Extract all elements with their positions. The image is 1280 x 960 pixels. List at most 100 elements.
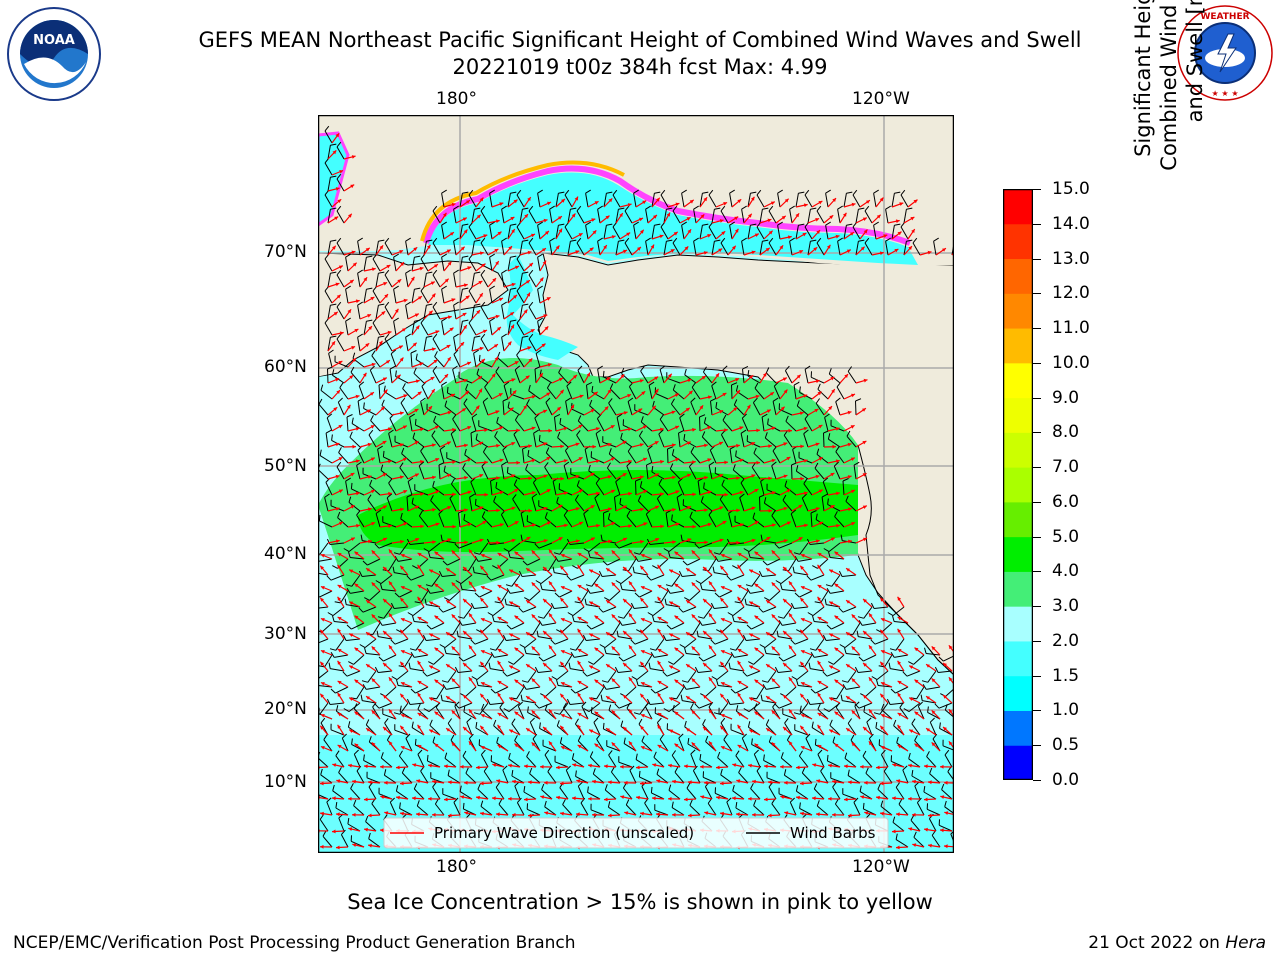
wind-barb [543,606,553,619]
wave-arrow-head [388,645,393,650]
wave-arrow-head [447,410,452,415]
wind-barb [572,606,585,616]
wind-barb-flag [924,647,927,654]
wind-barb [375,241,379,256]
wave-arrow-head [480,661,484,666]
wind-barb-flag [803,429,809,435]
wind-barb-flag [588,551,591,558]
wind-barb [586,670,601,677]
wind-barb-flag [528,384,531,391]
wave-arrow-head [543,567,547,571]
wind-barb-flag [524,597,530,601]
wind-barb [816,242,825,256]
wind-barb [753,805,765,816]
wave-arrow-head [356,491,360,496]
wave-arrow-head [691,614,696,619]
wind-barb-flag [654,223,661,226]
wave-arrow-head [703,567,707,571]
wind-barb [835,803,845,816]
wave-arrow-head [338,265,343,269]
wind-barb [765,372,777,384]
wave-arrow-head [509,665,514,669]
wind-barb [436,686,445,700]
wave-arrow-head [354,615,359,620]
wind-barb-flag [574,601,581,604]
wind-barb [596,686,605,700]
wind-barb-flag [428,551,431,558]
sea-ice-edge-outer [420,160,625,242]
wind-barb-flag [746,588,751,594]
wave-arrow-head [497,553,502,557]
wind-barb [594,497,601,512]
wind-barb [324,497,329,512]
wind-barb [741,209,745,224]
wave-arrow-head [638,408,643,413]
wind-barb [730,702,745,705]
wind-barb-flag [412,615,415,622]
wave-arrow-head [800,565,804,570]
wind-barb-flag [894,191,901,194]
wind-barb-flag [741,237,747,242]
wave-arrow-head [771,678,776,683]
wind-barb [773,385,781,400]
wave-arrow-head [400,781,404,786]
wind-barb [589,405,601,416]
wind-barb-flag [528,333,534,340]
wind-barb [639,542,649,555]
wave-arrow-head [771,458,776,463]
wind-barb [674,771,685,784]
wind-barb-flag [740,429,747,434]
wind-barb-flag [470,602,475,609]
wind-barb-flag [794,592,800,598]
wind-barb-flag [388,429,394,434]
wave-arrow-head [560,444,564,449]
wind-barb [345,257,349,272]
wind-barb-flag [606,462,611,469]
wind-barb-flag [762,560,768,566]
wave-arrow-head [531,742,536,747]
wave-arrow-head [434,615,439,620]
wind-barb-flag [361,680,368,683]
wind-barb-flag [574,718,579,725]
wave-arrow-head [510,324,514,329]
wave-arrow-head [940,764,944,769]
wind-barb [490,668,505,672]
wave-arrow-head [588,763,592,768]
wave-arrow-head [370,392,374,396]
wind-barb [382,521,397,528]
wind-barb [318,558,333,562]
wave-arrow-head [335,282,340,287]
wind-barb [368,786,377,800]
wind-barb [762,700,777,704]
wind-barb [916,802,925,816]
wave-arrow-head [378,340,383,345]
wave-arrow-head [897,745,902,749]
wind-barb [708,514,717,528]
wind-barb [655,638,665,651]
wind-barb-flag [577,415,582,422]
wind-barb [319,542,329,555]
wave-arrow-head [708,709,713,714]
wind-barb-flag [488,662,491,669]
wave-arrow-head [783,663,787,667]
wave-arrow-head [692,492,696,497]
wave-arrow-head [908,763,912,768]
wave-arrow-head [336,390,340,394]
wave-arrow-head [826,244,831,249]
wind-barb-flag [492,615,495,622]
wave-arrow-head [737,660,742,665]
wave-arrow-head [349,697,354,701]
wave-arrow-head [320,597,324,602]
wind-barb-flag [458,509,465,514]
wind-barb [577,740,589,752]
wind-barb [650,668,665,672]
wave-arrow-head [669,601,674,605]
wave-arrow-head [862,473,867,477]
wind-barb-flag [444,400,448,407]
wave-arrow-head [768,230,773,235]
wind-barb-flag [926,751,930,757]
wind-barb-flag [356,461,362,466]
wind-barb-flag [774,703,780,709]
wave-arrow-head [420,427,424,432]
wind-barb-flag [444,597,450,601]
